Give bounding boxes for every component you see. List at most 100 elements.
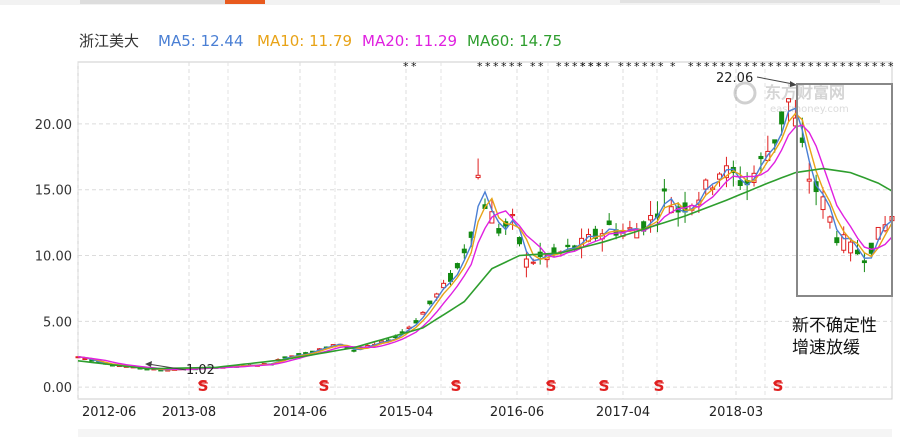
event-markers: * * * * * * * * * * * * * * * ** * * * * * * * * * * * * * * * * * * * * * * *…	[403, 60, 894, 73]
legend-ma60: MA60: 14.75	[467, 32, 562, 50]
candle-body	[454, 263, 460, 269]
s-marker: S	[198, 377, 209, 395]
y-tick-label: 15.00	[35, 184, 72, 199]
event-marker: *	[888, 60, 894, 73]
event-marker: *	[580, 60, 586, 73]
high-annotation: 22.06	[716, 71, 797, 87]
candle-body	[413, 320, 419, 324]
candle-body	[772, 139, 778, 144]
top-toolbar-strip	[0, 0, 900, 5]
event-marker: *	[816, 60, 822, 73]
candle-body	[496, 228, 502, 234]
candle-body	[592, 228, 598, 239]
candle-body	[786, 98, 792, 103]
x-tick-label: 2018-03	[709, 405, 763, 420]
event-marker: *	[556, 60, 562, 73]
event-marker: *	[530, 60, 536, 73]
event-marker: *	[712, 60, 718, 73]
event-marker: *	[704, 60, 710, 73]
low-value: 1.02	[186, 363, 215, 378]
candle-body	[661, 188, 667, 192]
event-marker: *	[864, 60, 870, 73]
event-marker: *	[564, 60, 570, 73]
event-marker: *	[650, 60, 656, 73]
event-marker: *	[800, 60, 806, 73]
ma5-line	[77, 107, 893, 371]
note-line-2: 增速放缓	[792, 338, 860, 358]
candle-body	[882, 224, 888, 232]
note-line-1: 新不确定性	[792, 316, 877, 336]
y-tick-label: 5.00	[43, 315, 72, 330]
event-marker: *	[880, 60, 886, 73]
watermark-logo: 东方财富网 eastmoney.com	[733, 81, 849, 115]
candle-body	[820, 196, 826, 211]
grid-lines	[77, 62, 892, 399]
stock-name: 浙江美大	[79, 32, 139, 50]
event-marker: *	[848, 60, 854, 73]
ma20-line	[77, 124, 893, 371]
event-marker: *	[728, 60, 734, 73]
event-marker: *	[752, 60, 758, 73]
svg-text:eastmoney.com: eastmoney.com	[770, 104, 849, 115]
event-marker: *	[792, 60, 798, 73]
candle-body	[861, 260, 867, 264]
candle-body	[834, 237, 840, 244]
event-marker: *	[642, 60, 648, 73]
candle-body	[351, 349, 357, 352]
event-marker: *	[760, 60, 766, 73]
candlestick-series	[75, 98, 895, 372]
candle-body	[723, 165, 729, 179]
y-tick-label: 0.00	[43, 381, 72, 396]
event-marker: *	[670, 60, 676, 73]
moving-average-lines	[77, 107, 893, 371]
event-marker: *	[403, 60, 409, 73]
event-marker: *	[696, 60, 702, 73]
s-marker: S	[654, 377, 665, 395]
toolbar-tab-2[interactable]	[620, 0, 880, 3]
event-marker: *	[604, 60, 610, 73]
event-marker: *	[736, 60, 742, 73]
candle-body	[648, 214, 654, 221]
high-value: 22.06	[716, 71, 753, 86]
event-marker: *	[744, 60, 750, 73]
y-tick-label: 10.00	[35, 250, 72, 265]
event-marker: *	[618, 60, 624, 73]
event-marker: *	[720, 60, 726, 73]
x-tick-label: 2014-06	[273, 405, 327, 420]
event-marker: *	[580, 60, 586, 73]
toolbar-tab-1[interactable]	[80, 0, 225, 4]
x-tick-label: 2016-06	[490, 405, 544, 420]
event-marker: *	[517, 60, 523, 73]
candle-body	[399, 331, 405, 334]
event-marker: *	[588, 60, 594, 73]
candle-body	[461, 248, 467, 254]
candle-body	[848, 241, 854, 254]
event-marker: *	[538, 60, 544, 73]
ma60-line	[77, 167, 893, 370]
svg-text:东方财富网: 东方财富网	[765, 83, 845, 102]
event-marker: *	[626, 60, 632, 73]
candle-body	[551, 247, 557, 254]
x-axis-ticks: 2012-06 2013-08 2014-06 2015-04 2016-06 2017-…	[82, 405, 763, 420]
bottom-scrollbar[interactable]	[78, 429, 892, 437]
candle-body	[530, 261, 536, 264]
s-marker: S	[546, 377, 557, 395]
x-tick-label: 2015-04	[379, 405, 433, 420]
candle-body	[565, 244, 571, 248]
candle-body	[516, 237, 522, 245]
event-marker: *	[768, 60, 774, 73]
toolbar-tab-active[interactable]	[225, 0, 265, 4]
x-tick-label: 2013-08	[162, 405, 216, 420]
low-annotation: 1.02	[145, 361, 215, 378]
event-marker: *	[658, 60, 664, 73]
y-tick-label: 20.00	[35, 118, 72, 133]
legend-ma10: MA10: 11.79	[257, 32, 352, 50]
candle-body	[427, 300, 433, 305]
event-marker: *	[596, 60, 602, 73]
candle-body	[282, 356, 288, 359]
event-marker: *	[824, 60, 830, 73]
event-marker: *	[872, 60, 878, 73]
candle-body	[841, 234, 847, 251]
